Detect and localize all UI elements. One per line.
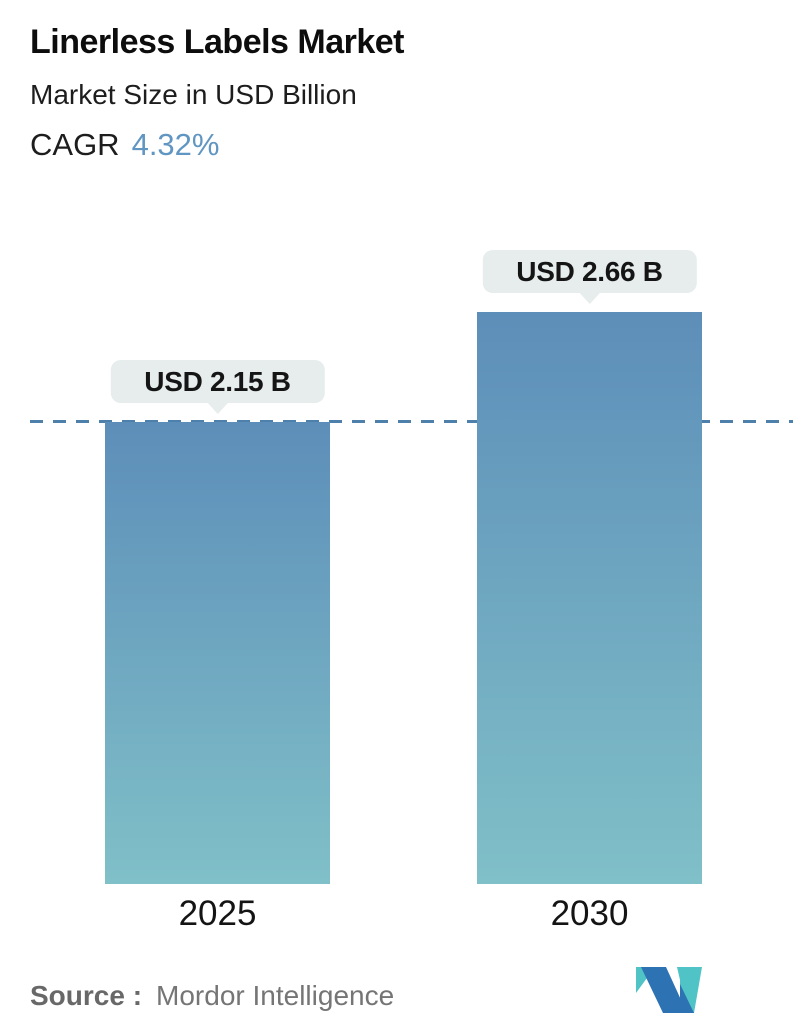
source-label: Source : [30, 980, 143, 1011]
cagr-label: CAGR [30, 127, 120, 163]
value-badge-2025: USD 2.15 B [110, 360, 325, 403]
reference-dashed-line [30, 420, 793, 423]
source-name: Mordor Intelligence [156, 980, 395, 1011]
axis-label-2030: 2030 [550, 894, 629, 933]
bar-2030 [477, 312, 702, 884]
bar-2025 [105, 422, 330, 884]
mordor-intelligence-logo [636, 967, 702, 1013]
logo-diagonal-blue-band [641, 967, 687, 1013]
chart-header: Linerless Labels Market Market Size in U… [30, 23, 405, 163]
axis-label-2025: 2025 [178, 894, 257, 933]
bar-chart: USD 2.15 B USD 2.66 B 2025 2030 [0, 0, 796, 960]
value-badge-2030: USD 2.66 B [482, 250, 697, 293]
chart-subtitle: Market Size in USD Billion [30, 79, 357, 111]
source-line: Source : Mordor Intelligence [30, 980, 394, 1012]
cagr-row: CAGR 4.32% [30, 127, 404, 163]
logo-right-blue-triangle [680, 984, 694, 1013]
cagr-value: 4.32% [131, 127, 220, 163]
page-title: Linerless Labels Market [30, 23, 405, 61]
